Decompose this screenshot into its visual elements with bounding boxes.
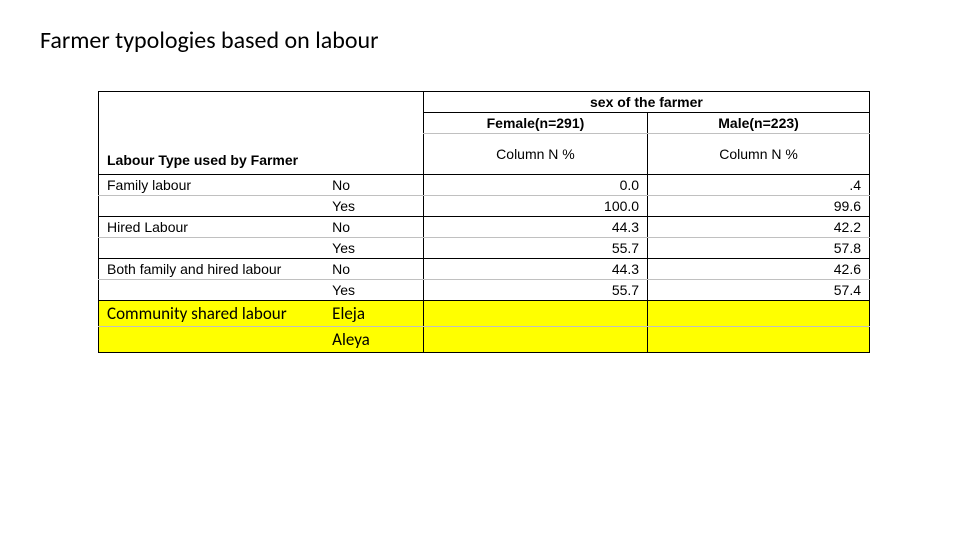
cell-male xyxy=(648,301,870,327)
row-sub: Yes xyxy=(324,196,423,217)
row-label xyxy=(99,196,325,217)
table-row: Yes 100.0 99.6 xyxy=(99,196,870,217)
cell-male: .4 xyxy=(648,175,870,196)
row-sub: No xyxy=(324,175,423,196)
cell-female: 55.7 xyxy=(423,280,647,301)
header-column-n-pct-female: Column N % xyxy=(423,134,647,175)
table-row: Yes 55.7 57.8 xyxy=(99,238,870,259)
super-header: sex of the farmer xyxy=(423,92,869,113)
cell-female: 44.3 xyxy=(423,217,647,238)
header-female: Female(n=291) xyxy=(423,113,647,134)
cell-male: 42.2 xyxy=(648,217,870,238)
table-row-superheader: sex of the farmer xyxy=(99,92,870,113)
row-sub: Eleja xyxy=(324,301,423,327)
cell-male: 42.6 xyxy=(648,259,870,280)
row-sub: No xyxy=(324,259,423,280)
cell-blank xyxy=(99,92,325,113)
row-sub: Aleya xyxy=(324,327,423,353)
cell-female: 55.7 xyxy=(423,238,647,259)
row-label xyxy=(99,327,325,353)
table-row-highlight: Community shared labour Eleja xyxy=(99,301,870,327)
row-label: Family labour xyxy=(99,175,325,196)
cell-male xyxy=(648,327,870,353)
row-label: Both family and hired labour xyxy=(99,259,325,280)
cell-female xyxy=(423,301,647,327)
row-sub: No xyxy=(324,217,423,238)
cell-female: 44.3 xyxy=(423,259,647,280)
header-labour-type: Labour Type used by Farmer xyxy=(99,134,325,175)
row-sub: Yes xyxy=(324,238,423,259)
cell-female xyxy=(423,327,647,353)
slide: Farmer typologies based on labour sex of… xyxy=(0,0,960,540)
row-label: Community shared labour xyxy=(99,301,325,327)
table-row: Family labour No 0.0 .4 xyxy=(99,175,870,196)
table-row-sexheaders: Female(n=291) Male(n=223) xyxy=(99,113,870,134)
table-row-colpct: Labour Type used by Farmer Column N % Co… xyxy=(99,134,870,175)
labour-typology-table: sex of the farmer Female(n=291) Male(n=2… xyxy=(98,91,870,353)
cell-male: 99.6 xyxy=(648,196,870,217)
cell-blank xyxy=(324,134,423,175)
page-title: Farmer typologies based on labour xyxy=(40,26,920,55)
table-row: Yes 55.7 57.4 xyxy=(99,280,870,301)
row-sub: Yes xyxy=(324,280,423,301)
cell-blank xyxy=(324,113,423,134)
table-row-highlight: Aleya xyxy=(99,327,870,353)
cell-female: 100.0 xyxy=(423,196,647,217)
row-label xyxy=(99,280,325,301)
table-row: Hired Labour No 44.3 42.2 xyxy=(99,217,870,238)
header-column-n-pct-male: Column N % xyxy=(648,134,870,175)
cell-male: 57.4 xyxy=(648,280,870,301)
table-row: Both family and hired labour No 44.3 42.… xyxy=(99,259,870,280)
cell-male: 57.8 xyxy=(648,238,870,259)
cell-blank xyxy=(99,113,325,134)
cell-blank xyxy=(324,92,423,113)
table-container: sex of the farmer Female(n=291) Male(n=2… xyxy=(98,91,870,353)
row-label xyxy=(99,238,325,259)
cell-female: 0.0 xyxy=(423,175,647,196)
row-label: Hired Labour xyxy=(99,217,325,238)
header-male: Male(n=223) xyxy=(648,113,870,134)
